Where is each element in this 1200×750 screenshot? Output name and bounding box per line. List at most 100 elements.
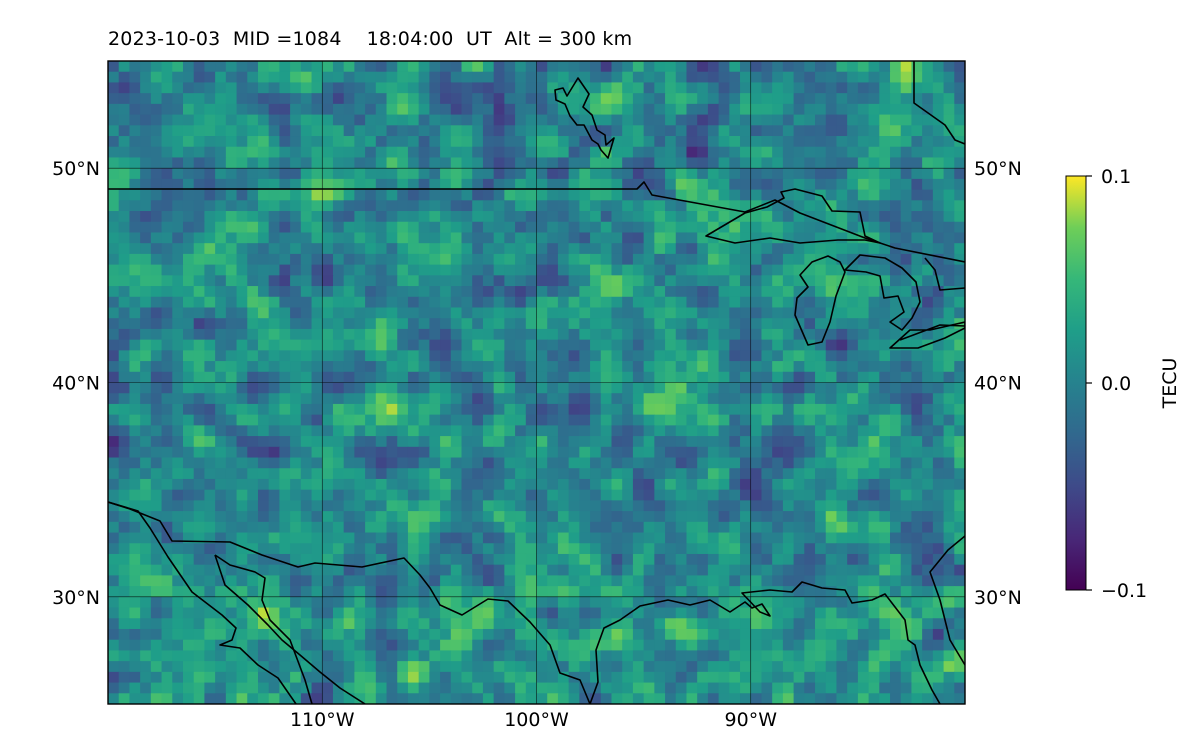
heatmap-cell (579, 189, 591, 201)
heatmap-cell (815, 457, 827, 469)
heatmap-cell (868, 468, 880, 480)
heatmap-cell (815, 307, 827, 319)
heatmap-cell (772, 618, 784, 630)
heatmap-cell (268, 371, 280, 384)
heatmap-cell (729, 478, 741, 491)
heatmap-cell (365, 200, 377, 212)
heatmap-cell (279, 596, 291, 609)
heatmap-cell (108, 275, 120, 287)
heatmap-cell (397, 200, 409, 212)
heatmap-cell (579, 403, 591, 416)
heatmap-cell (718, 339, 730, 351)
heatmap-cell (825, 650, 838, 662)
heatmap-cell (129, 425, 141, 437)
heatmap-cell (654, 307, 666, 319)
heatmap-cell (622, 178, 634, 191)
heatmap-cell (836, 200, 848, 212)
heatmap-cell (536, 264, 548, 276)
heatmap-cell (504, 200, 516, 212)
heatmap-cell (804, 103, 816, 116)
heatmap-cell (782, 382, 795, 394)
heatmap-cell (375, 286, 388, 298)
heatmap-cell (375, 607, 388, 619)
heatmap-cell (761, 607, 773, 619)
heatmap-cell (568, 82, 580, 94)
heatmap-cell (322, 446, 334, 459)
heatmap-cell (793, 350, 805, 362)
heatmap-cell (943, 200, 955, 212)
heatmap-cell (290, 532, 302, 544)
heatmap-cell (215, 211, 227, 223)
heatmap-cell (129, 350, 141, 362)
heatmap-cell (397, 671, 409, 684)
heatmap-cell (590, 157, 602, 169)
heatmap-cell (108, 318, 120, 330)
heatmap-cell (386, 650, 398, 662)
heatmap-cell (225, 639, 238, 652)
heatmap-cell (900, 136, 913, 148)
heatmap-cell (954, 146, 965, 159)
heatmap-cell (922, 157, 934, 169)
heatmap-cell (290, 446, 302, 459)
heatmap-cell (225, 211, 238, 223)
heatmap-cell (879, 414, 891, 426)
heatmap-cell (247, 532, 259, 544)
heatmap-cell (300, 618, 313, 630)
heatmap-cell (118, 253, 131, 266)
heatmap-cell (825, 136, 838, 148)
heatmap-cell (332, 168, 345, 180)
heatmap-cell (268, 125, 280, 137)
heatmap-cell (118, 682, 131, 694)
heatmap-cell (322, 650, 334, 662)
heatmap-cell (836, 211, 848, 223)
heatmap-cell (847, 446, 859, 459)
heatmap-cell (675, 200, 688, 212)
heatmap-cell (108, 71, 120, 84)
heatmap-cell (750, 103, 763, 116)
heatmap-cell (857, 125, 870, 137)
heatmap-cell (150, 671, 163, 684)
heatmap-cell (643, 661, 655, 673)
heatmap-cell (407, 286, 420, 298)
heatmap-cell (515, 414, 527, 426)
heatmap-cell (697, 371, 709, 384)
heatmap-cell (429, 82, 441, 94)
heatmap-cell (193, 382, 206, 394)
heatmap-cell (397, 328, 409, 341)
heatmap-cell (611, 221, 623, 234)
heatmap-cell (782, 532, 795, 544)
heatmap-cell (268, 286, 280, 298)
heatmap-cell (675, 618, 688, 630)
heatmap-cell (632, 382, 645, 394)
heatmap-cell (643, 489, 655, 501)
heatmap-cell (836, 125, 848, 137)
heatmap-cell (129, 468, 141, 480)
heatmap-cell (697, 436, 709, 448)
heatmap-cell (322, 350, 334, 362)
heatmap-cell (525, 146, 538, 159)
y-axis-ticks: 30°N 30°N40°N 40°N50°N 50°N (52, 158, 1022, 609)
heatmap-cell (472, 436, 484, 448)
heatmap-cell (397, 286, 409, 298)
heatmap-cell (750, 382, 763, 394)
heatmap-cell (332, 575, 345, 587)
heatmap-cell (718, 564, 730, 576)
heatmap-cell (815, 61, 827, 73)
heatmap-cell (129, 168, 141, 180)
heatmap-cell (932, 211, 945, 223)
heatmap-cell (782, 564, 795, 576)
heatmap-cell (568, 468, 580, 480)
heatmap-cell (761, 425, 773, 437)
heatmap-cell (654, 618, 666, 630)
heatmap-cell (675, 607, 688, 619)
heatmap-cell (900, 103, 913, 116)
heatmap-cell (429, 275, 441, 287)
heatmap-cell (300, 553, 313, 566)
heatmap-cell (461, 103, 473, 116)
heatmap-cell (290, 71, 302, 84)
heatmap-cell (557, 243, 570, 255)
heatmap-cell (515, 296, 527, 309)
heatmap-cell (375, 318, 388, 330)
heatmap-cell (193, 275, 206, 287)
heatmap-cell (193, 103, 206, 116)
